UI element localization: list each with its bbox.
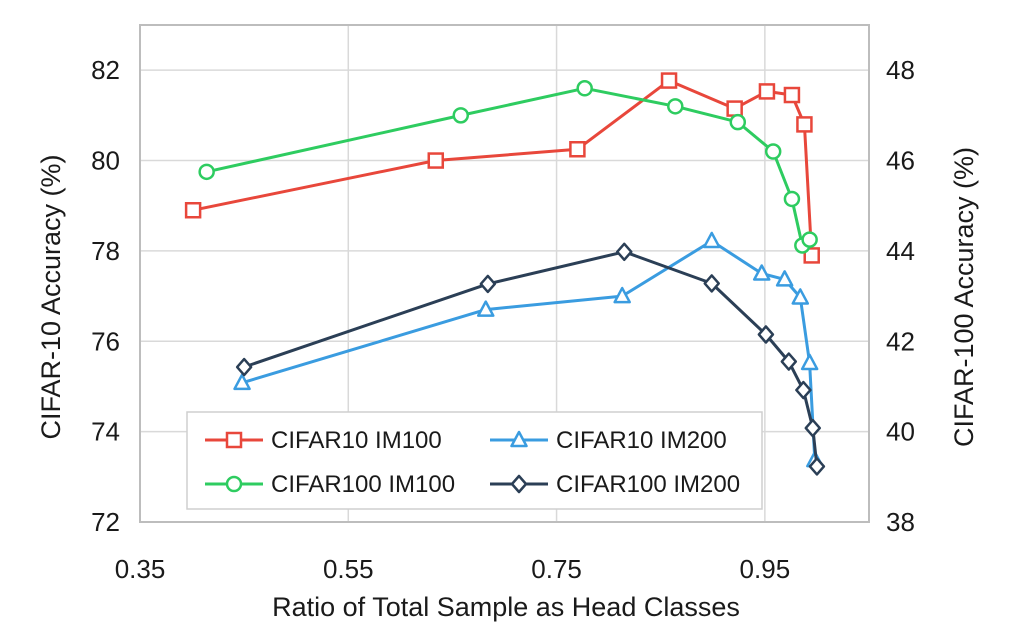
y-tick-label-left: 76 [91,326,120,356]
y-tick-label-left: 78 [91,236,120,266]
y-tick-label-right: 38 [886,507,915,537]
legend: CIFAR10 IM100 CIFAR10 IM200 CIFAR100 IM100… [186,411,763,510]
legend-marker [225,475,243,493]
legend-label: CIFAR10 IM200 [556,427,727,454]
data-point-cifar100-im100 [801,231,818,248]
data-point-cifar10-im100 [427,152,445,169]
legend-item-cifar10-im200: CIFAR10 IM200 [490,427,727,454]
x-tick-label: 0.55 [323,554,374,584]
data-point-cifar10-im200 [613,286,631,304]
x-tick-label: 0.35 [115,554,166,584]
series-cifar10-im100 [184,72,820,264]
data-point-cifar10-im200 [775,270,794,287]
legend-marker [510,430,528,448]
plot-frame [139,24,870,523]
legend-label: CIFAR100 IM200 [556,471,740,498]
data-point-cifar100-im200 [703,274,720,293]
x-tick-label: 0.95 [740,554,791,584]
series-cifar100-im100 [198,80,818,254]
y-tick-label-right: 42 [886,326,915,356]
data-point-cifar100-im200 [757,325,775,344]
data-point-cifar10-im100 [726,100,743,117]
data-point-cifar100-im200 [616,242,633,262]
y-tick-label-right: 40 [886,417,915,447]
data-point-cifar10-im100 [796,116,813,133]
data-point-cifar10-im100 [569,141,586,158]
data-point-cifar100-im100 [729,113,747,131]
y-tick-label-right: 48 [886,55,915,85]
legend-item-cifar100-im200: CIFAR100 IM200 [490,471,740,498]
y-tick-label-left: 74 [91,417,120,447]
y-tick-label-right: 44 [886,236,915,266]
data-point-cifar100-im200 [795,380,812,400]
data-point-cifar100-im200 [479,274,497,294]
data-point-cifar100-im200 [780,352,798,371]
legend-label: CIFAR10 IM100 [271,427,442,454]
x-tick-label: 0.75 [531,554,582,584]
data-point-cifar100-im100 [667,98,684,115]
tick-labels: 0.35 0.55 0.75 0.95 72 74 76 78 80 82 38 40 42 44 46 48 [91,55,915,584]
y-tick-label-left: 72 [91,507,120,537]
y-axis-left-label: CIFAR-10 Accuracy (%) [36,154,66,439]
data-point-cifar10-im100 [660,72,678,89]
data-point-cifar10-im100 [803,247,820,264]
data-point-cifar100-im100 [452,107,470,124]
legend-marker [225,431,243,449]
legend-item-cifar10-im100: CIFAR10 IM100 [205,427,442,454]
data-point-cifar100-im100 [576,80,593,97]
data-point-cifar10-im200 [752,264,771,281]
data-point-cifar10-im100 [184,201,202,219]
legend-marker [510,474,528,494]
data-point-cifar100-im100 [764,143,782,160]
data-point-cifar10-im200 [791,288,810,305]
legend-item-cifar100-im100: CIFAR100 IM100 [205,471,455,498]
data-point-cifar10-im200 [800,353,819,371]
data-point-cifar100-im100 [783,190,801,208]
y-axis-right-label: CIFAR-100 Accuracy (%) [949,147,979,447]
data-point-cifar100-im200 [804,418,822,438]
data-point-cifar10-im200 [233,373,251,391]
legend-box [186,411,763,510]
series-cifar100-im200 [235,242,826,476]
legend-label: CIFAR100 IM100 [271,471,455,498]
data-point-cifar10-im100 [783,86,801,104]
series [184,72,826,476]
data-point-cifar100-im200 [235,357,253,377]
y-tick-label-right: 46 [886,146,915,176]
data-point-cifar100-im200 [808,457,826,476]
y-tick-label-left: 80 [91,146,120,176]
x-axis-label: Ratio of Total Sample as Head Classes [272,592,740,622]
data-point-cifar10-im100 [758,83,776,100]
data-point-cifar100-im100 [198,163,215,181]
data-point-cifar10-im200 [702,231,721,249]
y-tick-label-left: 82 [91,55,120,85]
data-point-cifar10-im200 [477,300,495,317]
